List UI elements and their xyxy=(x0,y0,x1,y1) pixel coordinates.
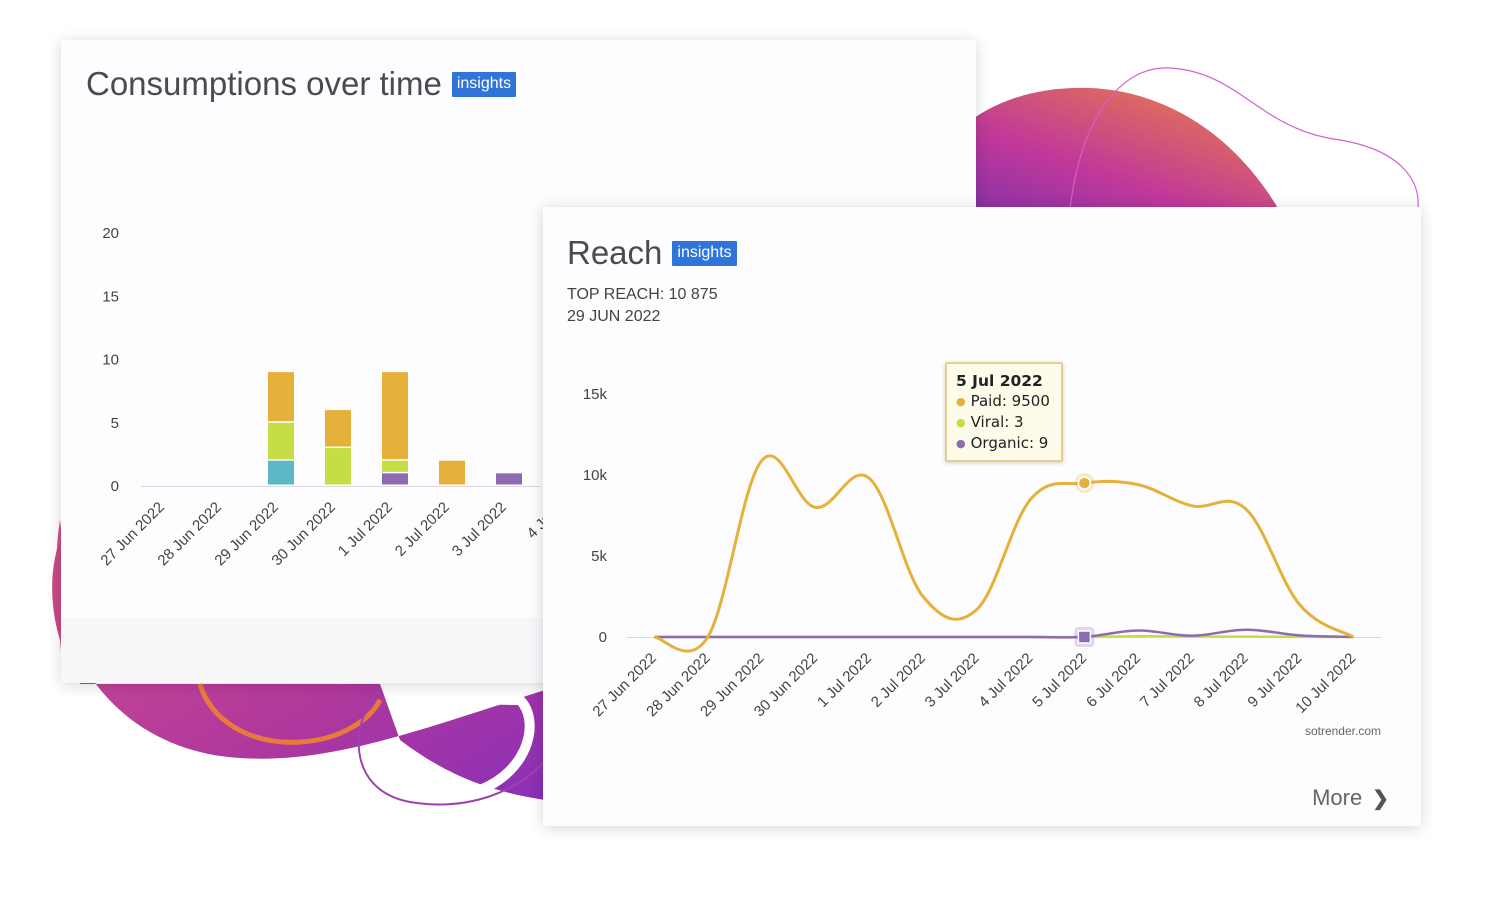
y-tick-label: 15 xyxy=(102,288,119,305)
series-line-paid[interactable] xyxy=(653,454,1355,653)
credit-link[interactable]: sotrender.com xyxy=(1304,724,1381,738)
x-tick-label: 5 Jul 2022 xyxy=(1029,650,1090,711)
data-point-organic[interactable] xyxy=(1077,630,1092,644)
tooltip-viral: Viral: 3 xyxy=(970,413,1024,431)
chevron-right-icon: ❯ xyxy=(1372,787,1389,810)
tooltip-paid: Paid: 9500 xyxy=(970,392,1050,410)
top-reach-value: TOP REACH: 10 875 xyxy=(567,286,718,303)
bar-segment[interactable] xyxy=(325,410,351,447)
insights-badge[interactable]: insights xyxy=(672,240,737,266)
bar-segment[interactable] xyxy=(382,473,408,485)
bar-segment[interactable] xyxy=(439,460,465,485)
blob-bottom-left xyxy=(56,520,545,800)
y-tick-label: 5 xyxy=(111,415,119,432)
tooltip-date: 5 Jul 2022 xyxy=(956,372,1043,390)
consumptions-title: Consumptions over time xyxy=(86,65,442,102)
reach-card: Reach insights TOP REACH: 10 875 29 JUN … xyxy=(543,207,1421,826)
insights-badge[interactable]: insights xyxy=(451,71,517,97)
more-button[interactable]: More ❯ xyxy=(1312,785,1389,811)
x-tick-label: 8 Jul 2022 xyxy=(1191,650,1252,711)
y-tick-label: 0 xyxy=(599,629,607,646)
y-tick-label: 10k xyxy=(583,467,608,484)
bar-segment[interactable] xyxy=(382,372,408,460)
y-tick-label: 15k xyxy=(583,386,608,403)
x-tick-label: 1 Jul 2022 xyxy=(814,650,875,711)
x-tick-label: 3 Jul 2022 xyxy=(449,499,510,560)
top-reach-date: 29 JUN 2022 xyxy=(567,308,661,325)
y-tick-label: 20 xyxy=(102,225,119,242)
x-tick-label: 6 Jul 2022 xyxy=(1083,650,1144,711)
bar-segment[interactable] xyxy=(496,473,522,485)
consumptions-header: Consumptions over time insights xyxy=(86,65,517,103)
bar-segment[interactable] xyxy=(268,372,294,422)
tooltip-organic-row: ● Organic: 9 xyxy=(956,433,1061,454)
x-tick-label: 2 Jul 2022 xyxy=(868,650,929,711)
x-tick-label: 7 Jul 2022 xyxy=(1137,650,1198,711)
blob-top-right xyxy=(900,87,1290,230)
bar-segment[interactable] xyxy=(382,460,408,472)
reach-title: Reach xyxy=(567,234,663,271)
x-tick-label: 4 Jul 2022 xyxy=(975,650,1036,711)
x-tick-label: 1 Jul 2022 xyxy=(335,499,396,560)
organic-dot-icon: ● xyxy=(956,437,966,450)
y-tick-label: 0 xyxy=(111,478,119,495)
x-tick-label: 2 Jul 2022 xyxy=(392,499,453,560)
tooltip-viral-row: ● Viral: 3 xyxy=(956,412,1061,433)
y-tick-label: 5k xyxy=(591,548,607,565)
chart-tooltip: 5 Jul 2022 ● Paid: 9500 ● Viral: 3 ● Organi… xyxy=(945,362,1063,462)
x-tick-label: 3 Jul 2022 xyxy=(922,650,983,711)
bar-segment[interactable] xyxy=(268,460,294,485)
series-line-organic[interactable] xyxy=(654,628,1354,639)
tooltip-organic: Organic: 9 xyxy=(970,434,1049,452)
bar-segment[interactable] xyxy=(268,422,294,460)
bar-segment[interactable] xyxy=(325,448,351,485)
more-label: More xyxy=(1312,785,1363,810)
viral-dot-icon: ● xyxy=(956,416,966,429)
data-point-paid[interactable] xyxy=(1077,476,1092,490)
paid-dot-icon: ● xyxy=(956,395,966,408)
tooltip-paid-row: ● Paid: 9500 xyxy=(956,391,1061,412)
reach-header: Reach insights xyxy=(567,234,737,272)
y-tick-label: 10 xyxy=(102,352,119,369)
